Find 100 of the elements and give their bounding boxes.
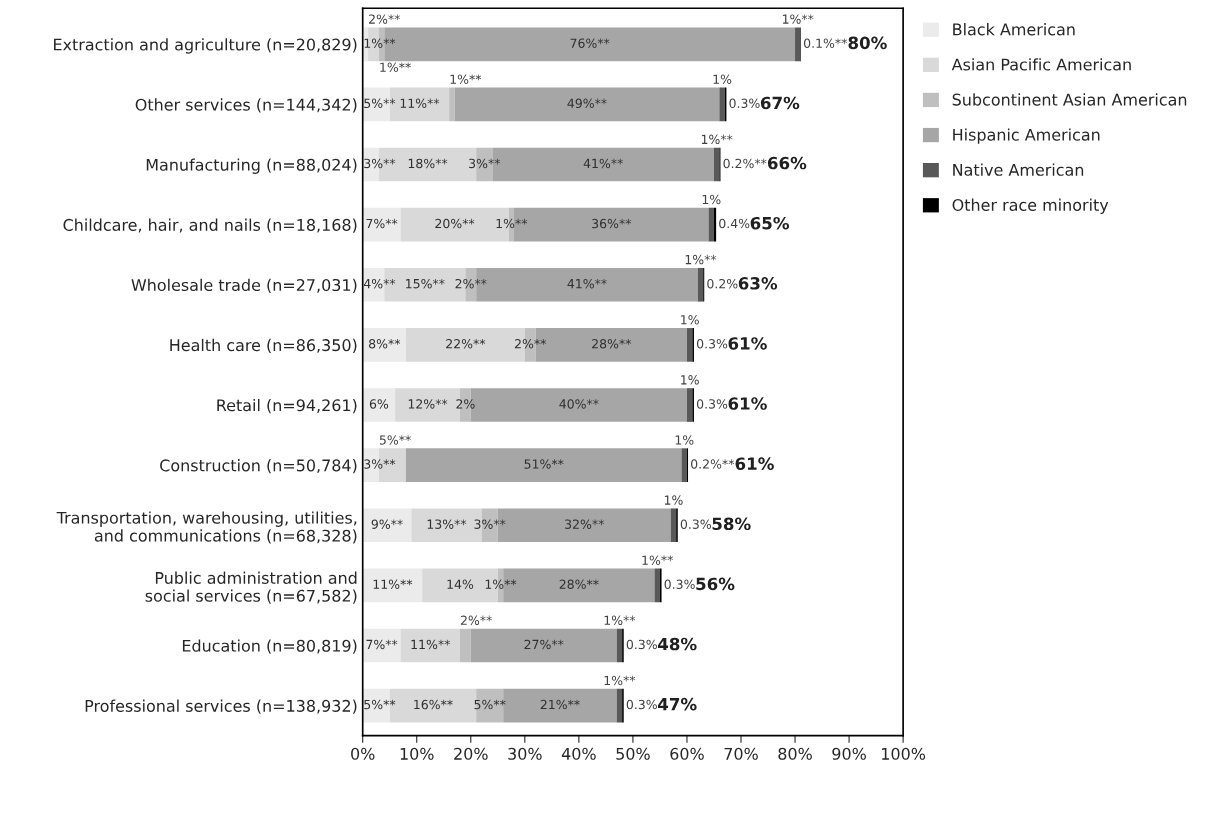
bar (713, 147, 720, 182)
data-label: 1% (681, 314, 699, 325)
bar (362, 328, 406, 362)
y-tick-label: Manufacturing (n=88,024) (146, 158, 357, 174)
total-label: 61% (728, 397, 767, 410)
x-tick-label: 70% (724, 747, 758, 760)
data-label: 13%** (427, 519, 467, 529)
data-label: 1%** (642, 555, 674, 565)
legend-label: Native American (953, 163, 1084, 176)
total-label: 56% (696, 577, 735, 591)
bar (616, 688, 623, 723)
data-label: 0.3% (680, 519, 711, 529)
bar (362, 628, 401, 663)
x-tick-label: 20% (454, 747, 488, 760)
data-label: 2%** (514, 339, 547, 349)
x-tick-label: 0% (351, 747, 375, 760)
data-label: 27%** (524, 639, 564, 650)
data-label: 12%** (408, 399, 448, 409)
data-label: 14% (447, 579, 474, 590)
bar (681, 448, 687, 482)
data-label: 0.4% (719, 218, 750, 229)
data-label: 28%** (559, 579, 599, 590)
bar (362, 388, 396, 422)
data-label: 7%** (366, 639, 398, 650)
x-tick-label: 90% (832, 747, 866, 760)
total-label: 58% (712, 517, 751, 531)
data-label: 0.3% (729, 98, 760, 109)
data-label: 2%** (455, 278, 487, 289)
y-tick-label: Public administration and social services (n=67,582) (145, 571, 357, 604)
data-label: 1%** (485, 579, 517, 590)
total-label: 80% (848, 36, 887, 50)
bar (400, 628, 460, 663)
bar (449, 87, 455, 122)
legend-label: Subcontinent Asian American (952, 93, 1187, 106)
data-label: 21%** (540, 699, 580, 710)
bar (654, 568, 660, 603)
data-label: 20%** (435, 218, 475, 229)
data-label: 5%** (364, 98, 396, 109)
data-label: 40%** (559, 399, 599, 409)
data-label: 49%** (567, 98, 607, 109)
data-label: 0.2%** (723, 158, 767, 169)
total-label: 47% (657, 697, 697, 711)
bar (795, 27, 801, 62)
data-label: 15%** (406, 278, 445, 289)
bar (686, 388, 693, 422)
legend-label: Asian Pacific American (951, 58, 1131, 71)
data-label: 0.3% (626, 699, 657, 710)
y-tick-label: Education (n=80,819) (182, 639, 357, 654)
data-label: 2% (456, 399, 475, 409)
x-tick-label: 30% (508, 747, 542, 760)
data-label: 1%** (364, 38, 396, 48)
total-label: 61% (728, 337, 767, 350)
y-tick-label: Extraction and agriculture (n=20,829) (54, 38, 357, 54)
bar (719, 87, 725, 122)
data-label: 1% (681, 375, 699, 385)
y-tick-label: Construction (n=50,784) (160, 459, 357, 474)
data-label: 3%** (364, 459, 396, 469)
data-label: 5%** (474, 699, 506, 710)
total-label: 66% (767, 156, 807, 170)
bar (686, 328, 693, 362)
y-tick-label: Wholesale trade (n=27,031) (131, 278, 357, 293)
y-tick-label: Professional services (n=138,932) (85, 699, 357, 714)
total-label: 63% (738, 277, 778, 290)
bar (697, 267, 704, 302)
bar (362, 207, 401, 242)
y-tick-label: Childcare, hair, and nails (n=18,168) (63, 218, 357, 233)
data-label: 1% (664, 495, 683, 505)
y-tick-label: Transportation, warehousing, utilities, and communications (n=68,328) (56, 511, 357, 544)
bar (405, 448, 682, 482)
data-label: 11%** (373, 579, 413, 590)
x-tick-label: 60% (670, 747, 704, 760)
total-label: 67% (760, 96, 800, 110)
data-label: 1%** (604, 615, 636, 626)
data-label: 1% (702, 194, 721, 205)
bar (670, 508, 677, 543)
y-tick-label: Health care (n=86,350) (170, 338, 357, 354)
data-label: 11%** (411, 639, 451, 650)
bar (708, 207, 714, 242)
data-label: 1%** (782, 14, 814, 24)
data-label: 1%** (450, 74, 482, 84)
legend-label: Hispanic American (953, 128, 1100, 144)
data-label: 28%** (592, 339, 632, 349)
data-label: 3%** (364, 158, 396, 169)
x-tick-label: 80% (778, 747, 812, 760)
bar (476, 688, 504, 723)
data-label: 0.3% (626, 639, 657, 650)
data-label: 3%** (469, 158, 501, 169)
data-label: 4%** (363, 278, 396, 289)
bar (362, 508, 412, 543)
data-label: 8%** (369, 339, 401, 349)
total-label: 65% (750, 216, 790, 230)
y-tick-label: Other services (n=144,342) (135, 98, 357, 113)
data-label: 0.1%** (803, 38, 848, 48)
bar (470, 628, 617, 663)
data-label: 1%** (604, 675, 636, 686)
legend-label: Other race minority (952, 198, 1109, 215)
data-label: 1%** (380, 62, 411, 73)
data-label: 16%** (414, 699, 453, 710)
data-label: 2%** (369, 14, 401, 24)
data-label: 7%** (366, 218, 398, 229)
